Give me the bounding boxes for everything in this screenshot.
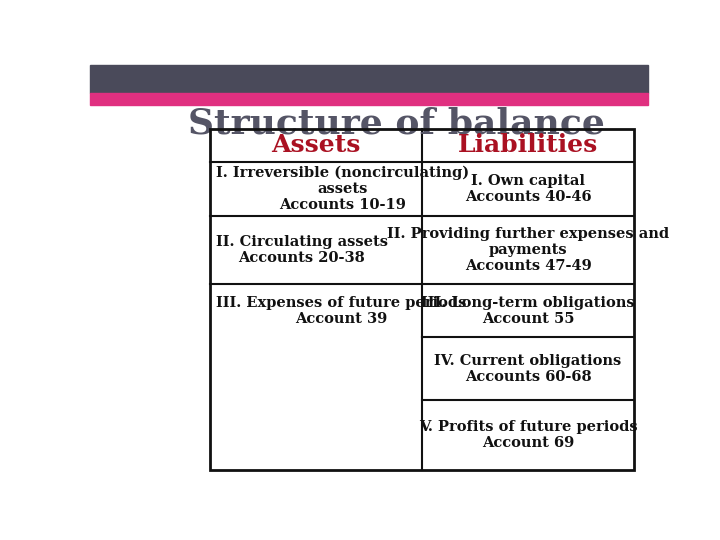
Text: V. Profits of future periods
Account 69: V. Profits of future periods Account 69: [419, 420, 637, 450]
Text: I. Own capital
Accounts 40-46: I. Own capital Accounts 40-46: [464, 174, 591, 204]
Text: III. Expenses of future periods
Account 39: III. Expenses of future periods Account …: [215, 296, 466, 326]
Text: Structure of balance: Structure of balance: [189, 107, 606, 141]
Text: Liabilities: Liabilities: [458, 133, 598, 158]
Bar: [210, 129, 634, 470]
Text: I. Irreversible (noncirculating)
assets
Accounts 10-19: I. Irreversible (noncirculating) assets …: [215, 166, 469, 212]
Text: II. Circulating assets
Accounts 20-38: II. Circulating assets Accounts 20-38: [215, 235, 387, 265]
Bar: [90, 65, 648, 93]
Text: III. Long-term obligations
Account 55: III. Long-term obligations Account 55: [421, 296, 635, 326]
Bar: [90, 93, 648, 105]
Text: II. Providing further expenses and
payments
Accounts 47-49: II. Providing further expenses and payme…: [387, 227, 669, 273]
Text: IV. Current obligations
Accounts 60-68: IV. Current obligations Accounts 60-68: [434, 354, 621, 384]
Bar: [210, 129, 634, 470]
Text: Assets: Assets: [271, 133, 361, 158]
